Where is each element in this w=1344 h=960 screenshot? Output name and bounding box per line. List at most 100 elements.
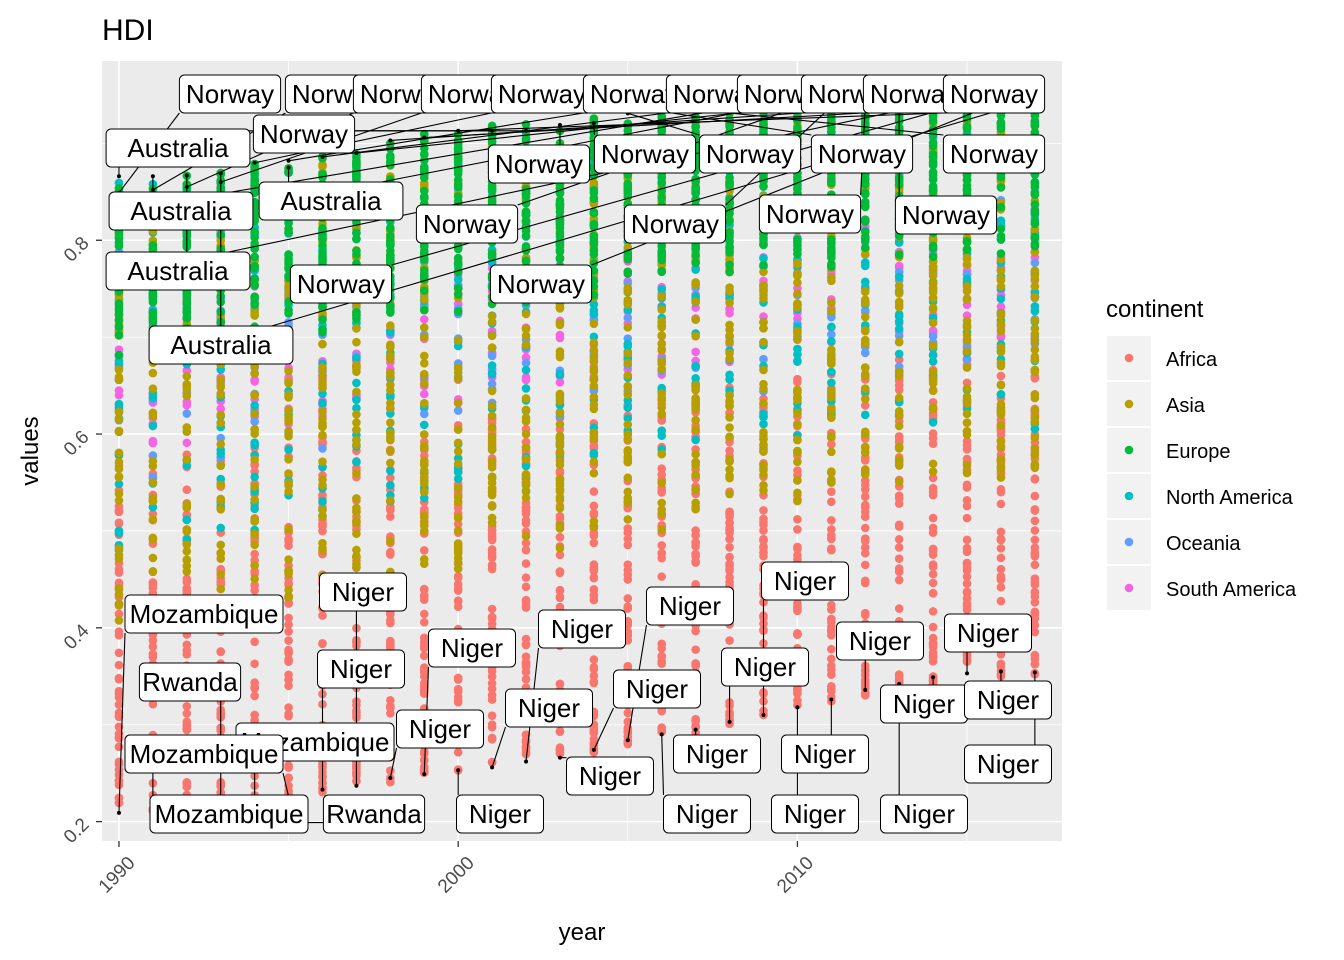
data-point-north-america bbox=[725, 370, 734, 380]
data-point-asia bbox=[894, 371, 904, 381]
data-point-asia bbox=[386, 343, 395, 352]
data-point-asia bbox=[759, 337, 768, 347]
data-point-north-america bbox=[860, 277, 870, 287]
data-point-asia bbox=[555, 543, 565, 553]
data-point-north-america bbox=[487, 361, 497, 370]
data-point-africa bbox=[555, 593, 565, 603]
data-point-asia bbox=[114, 365, 124, 375]
data-point-africa bbox=[419, 651, 429, 661]
data-point-north-america bbox=[352, 403, 361, 413]
data-point-asia bbox=[453, 438, 463, 448]
data-point-asia bbox=[521, 309, 531, 319]
data-point-africa bbox=[487, 666, 497, 676]
data-point-africa bbox=[1030, 474, 1040, 484]
data-point-europe bbox=[555, 253, 565, 263]
data-point-asia bbox=[521, 394, 531, 403]
data-point-asia bbox=[589, 522, 599, 531]
data-point-asia bbox=[793, 420, 802, 429]
data-point-africa bbox=[1030, 491, 1040, 501]
data-point-north-america bbox=[453, 474, 463, 484]
data-point-africa bbox=[250, 691, 259, 701]
data-point-africa bbox=[793, 700, 802, 710]
data-point-asia bbox=[352, 387, 361, 397]
data-point-africa bbox=[250, 637, 259, 647]
data-point-africa bbox=[487, 711, 497, 720]
data-point-asia bbox=[928, 467, 938, 476]
data-point-asia bbox=[555, 320, 565, 330]
data-point-asia bbox=[352, 518, 361, 528]
data-point-africa bbox=[1030, 560, 1040, 570]
data-point-asia bbox=[793, 327, 802, 336]
data-point-asia bbox=[148, 384, 158, 393]
data-point-africa bbox=[284, 599, 293, 608]
data-point-asia bbox=[928, 459, 938, 469]
data-point-africa bbox=[250, 567, 259, 576]
data-point-asia bbox=[860, 335, 870, 345]
data-point-asia bbox=[827, 406, 836, 415]
data-point-africa bbox=[928, 513, 938, 523]
data-point-asia bbox=[216, 381, 226, 391]
data-point-asia bbox=[250, 425, 259, 435]
data-point-europe bbox=[250, 263, 259, 273]
data-point-asia bbox=[996, 473, 1006, 482]
data-point-asia bbox=[759, 281, 768, 290]
data-point-africa bbox=[657, 464, 667, 473]
data-point-asia bbox=[589, 367, 599, 376]
data-point-africa bbox=[284, 613, 293, 623]
data-point-asia bbox=[182, 382, 192, 392]
data-point-asia bbox=[657, 331, 667, 340]
data-point-africa bbox=[894, 567, 904, 577]
data-point-asia bbox=[114, 616, 124, 625]
data-point-africa bbox=[759, 520, 768, 529]
data-point-europe bbox=[962, 245, 972, 254]
data-point-africa bbox=[419, 609, 429, 619]
data-point-europe bbox=[759, 260, 768, 270]
data-point-asia bbox=[1030, 417, 1040, 427]
data-point-asia bbox=[114, 407, 124, 417]
data-point-asia bbox=[521, 331, 531, 341]
data-point-asia bbox=[691, 504, 700, 514]
data-point-asia bbox=[284, 417, 293, 426]
data-point-africa bbox=[419, 643, 429, 653]
data-point-asia bbox=[114, 550, 124, 560]
data-point-asia bbox=[860, 287, 870, 297]
data-point-africa bbox=[589, 728, 599, 737]
annotation-anchor bbox=[354, 151, 359, 156]
data-point-asia bbox=[623, 349, 633, 358]
data-point-asia bbox=[487, 343, 497, 352]
data-point-north-america bbox=[453, 275, 463, 284]
data-point-oceania bbox=[521, 358, 531, 368]
data-point-asia bbox=[555, 474, 565, 484]
data-point-asia bbox=[860, 427, 870, 437]
data-point-africa bbox=[318, 526, 327, 536]
data-point-africa bbox=[521, 659, 531, 668]
data-point-africa bbox=[860, 500, 870, 510]
data-point-north-america bbox=[589, 332, 599, 342]
data-point-asia bbox=[216, 540, 226, 550]
data-point-europe bbox=[352, 307, 361, 317]
data-point-asia bbox=[725, 320, 734, 330]
data-point-asia bbox=[691, 401, 700, 411]
data-point-africa bbox=[928, 544, 938, 554]
data-point-africa bbox=[691, 714, 700, 724]
data-point-asia bbox=[114, 472, 124, 481]
data-point-europe bbox=[827, 115, 836, 124]
data-point-africa bbox=[148, 580, 158, 590]
data-point-africa bbox=[1030, 580, 1040, 590]
data-point-africa bbox=[589, 677, 599, 686]
data-point-europe bbox=[318, 325, 327, 334]
data-point-asia bbox=[657, 410, 667, 419]
data-point-africa bbox=[894, 494, 904, 503]
data-point-africa bbox=[894, 676, 904, 685]
data-point-asia bbox=[962, 426, 972, 436]
data-point-asia bbox=[318, 430, 327, 440]
data-point-asia bbox=[928, 341, 938, 351]
data-point-asia bbox=[555, 431, 565, 441]
data-point-asia bbox=[691, 383, 700, 392]
data-point-africa bbox=[250, 678, 259, 687]
data-point-africa bbox=[894, 385, 904, 395]
data-point-north-america bbox=[996, 294, 1006, 304]
data-point-north-america bbox=[419, 493, 429, 503]
data-point-north-america bbox=[352, 457, 361, 467]
data-point-europe bbox=[996, 202, 1006, 212]
